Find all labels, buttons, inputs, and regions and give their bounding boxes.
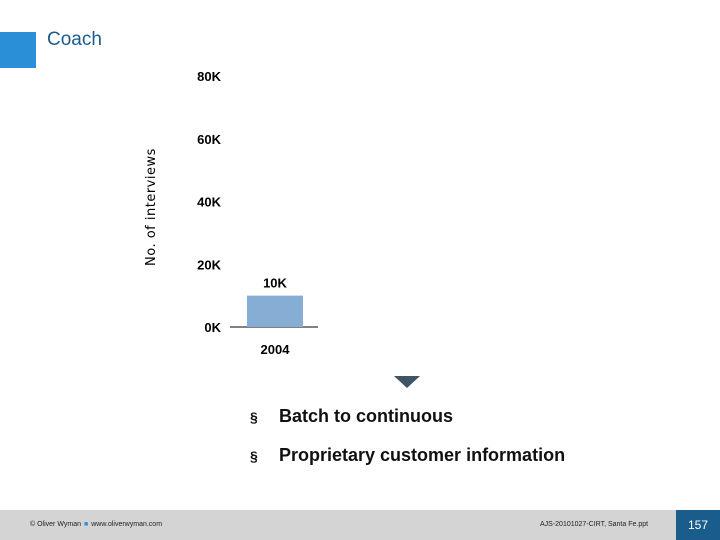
slide-title: Coach: [47, 29, 102, 50]
footer-file-name: AJS-20101027-CIRT, Santa Fe.ppt: [540, 521, 649, 528]
footer-separator-icon: ■: [84, 521, 89, 528]
y-axis-title: No. of interviews: [144, 148, 159, 266]
bar-value-label: 10K: [263, 276, 287, 291]
title-accent-square: [0, 32, 36, 68]
bullet-list: § Batch to continuous § Proprietary custom…: [250, 404, 565, 482]
x-tick-label: 2004: [261, 342, 291, 357]
bar-value-labels: 10K: [263, 276, 287, 291]
footer-credits: © Oliver Wyman ■ www.oliverwyman.com: [30, 521, 162, 528]
bullet-marker-icon: §: [250, 409, 258, 425]
bullet-item: § Proprietary customer information: [250, 443, 565, 482]
y-tick-label: 80K: [197, 69, 221, 84]
bar-chart: No. of interviews 0K 20K 40K 60K 80K 10K 200…: [144, 69, 318, 357]
footer-website: www.oliverwyman.com: [91, 521, 163, 528]
bullet-item: § Batch to continuous: [250, 404, 565, 443]
y-tick-labels: 0K 20K 40K 60K 80K: [197, 69, 221, 335]
bar: [247, 295, 303, 327]
down-arrow-icon: [394, 376, 420, 388]
bars: [247, 295, 303, 327]
x-tick-labels: 2004: [261, 342, 291, 357]
bullet-marker-icon: §: [250, 448, 258, 464]
footer-copyright: © Oliver Wyman: [30, 521, 81, 528]
y-tick-label: 40K: [197, 195, 221, 210]
bullet-text: Batch to continuous: [279, 406, 453, 426]
bullet-text: Proprietary customer information: [279, 445, 566, 465]
y-tick-label: 60K: [197, 132, 221, 147]
y-tick-label: 20K: [197, 257, 221, 272]
y-tick-label: 0K: [204, 320, 221, 335]
footer-bar: © Oliver Wyman ■ www.oliverwyman.com AJS-2…: [0, 510, 676, 540]
page-number: 157: [676, 510, 720, 540]
